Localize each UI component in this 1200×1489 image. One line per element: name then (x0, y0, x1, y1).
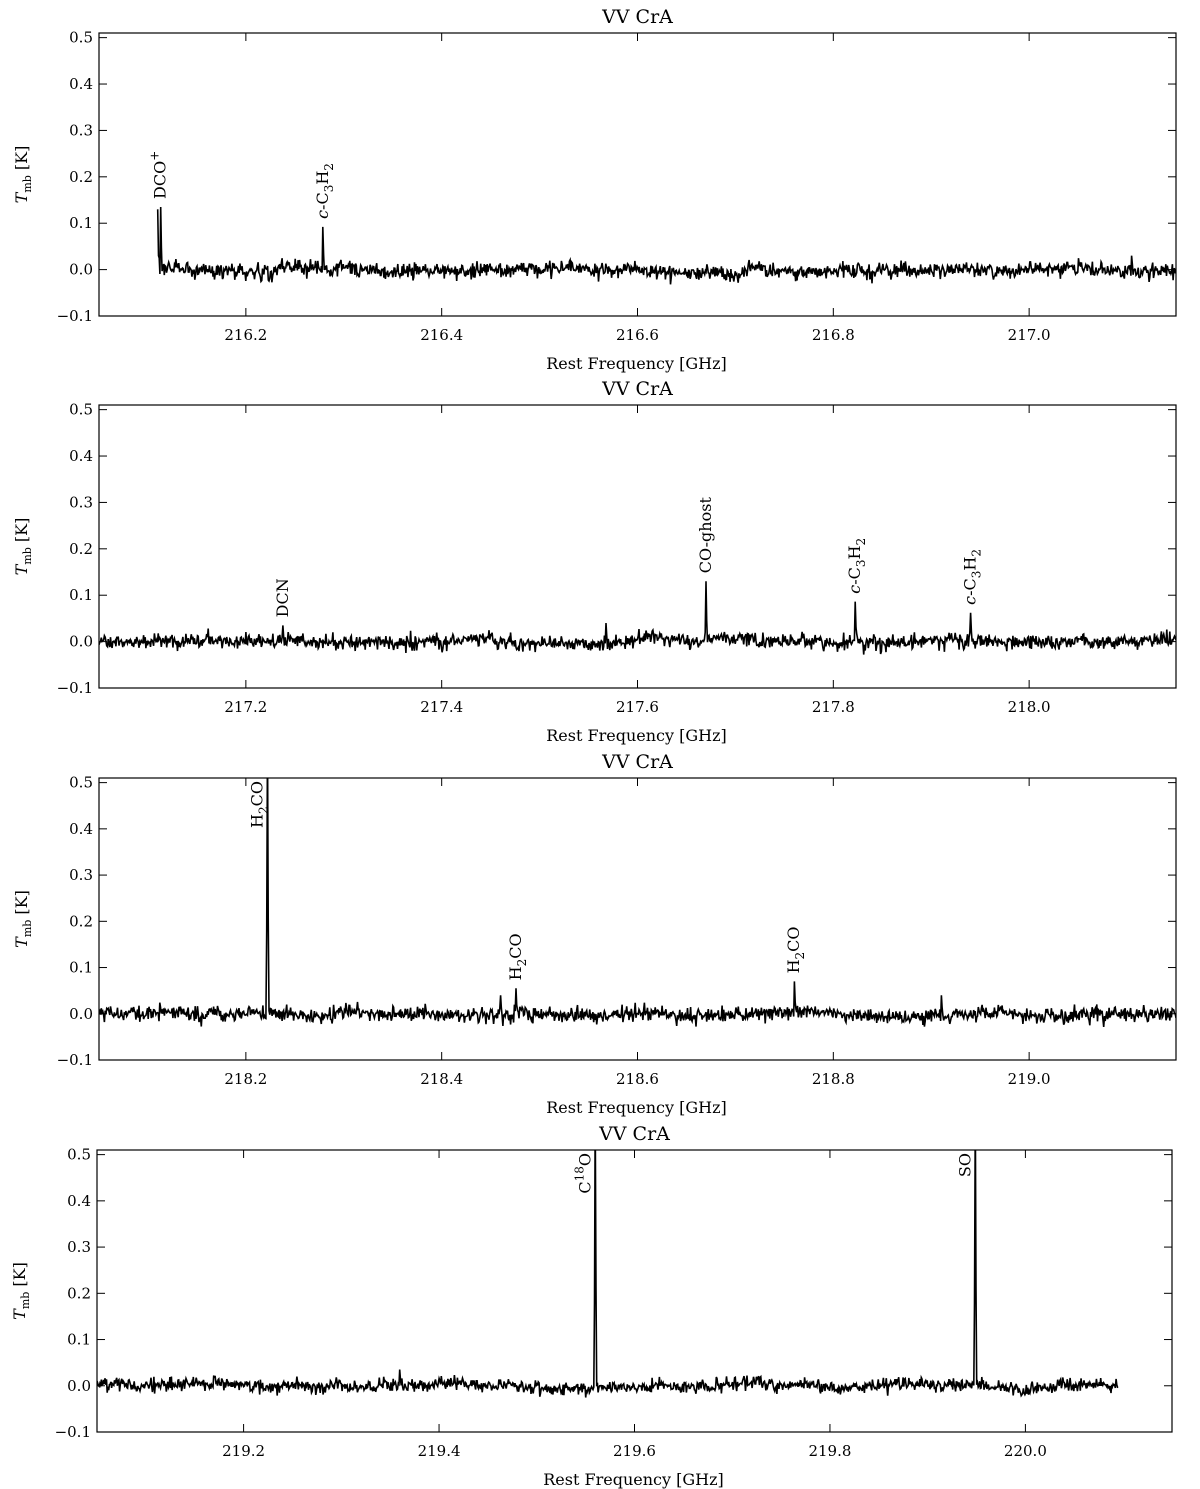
line-annotation: C18O (572, 1153, 594, 1194)
y-tick-label: −0.1 (57, 1051, 93, 1069)
y-tick-label: 0.3 (69, 866, 93, 884)
y-tick-label: −0.1 (55, 1423, 91, 1441)
x-tick-label: 217.4 (420, 698, 463, 716)
y-tick-label: 0.0 (69, 261, 93, 279)
y-tick-label: 0.5 (69, 29, 93, 47)
line-annotation: c-C3H2 (313, 163, 336, 219)
line-annotation: DCO+ (148, 151, 170, 199)
spectrum-panel-3: VV CrA −0.1 0.0 0.1 0.2 0.3 0.4 0.5 218.2 218.4 21… (12, 751, 1177, 1117)
x-tick-label: 217.0 (1008, 326, 1051, 344)
y-tick-label: 0.5 (67, 1146, 91, 1164)
y-tick-label: 0.1 (69, 586, 93, 604)
line-annotation: c-C3H2 (845, 538, 868, 594)
y-tick-label: 0.4 (69, 447, 93, 465)
x-axis-label: Rest Frequency [GHz] (543, 1470, 724, 1489)
y-tick-label: 0.4 (69, 75, 93, 93)
x-tick-label: 216.2 (224, 326, 267, 344)
spectrum-line (156, 206, 1176, 285)
x-tick-label: 219.2 (222, 1442, 265, 1460)
chart-title: VV CrA (601, 378, 673, 400)
y-axis-label: Tmb [K] (12, 146, 34, 204)
y-tick-label: 0.2 (67, 1284, 91, 1302)
x-tick-label: 219.8 (808, 1442, 851, 1460)
x-tick-label: 217.6 (616, 698, 659, 716)
y-tick-label: −0.1 (57, 307, 93, 325)
x-tick-label: 219.0 (1008, 1070, 1051, 1088)
chart-title: VV CrA (601, 6, 673, 28)
plot-frame (96, 1149, 1173, 1433)
x-tick-label: 218.0 (1008, 698, 1051, 716)
line-annotation: DCN (273, 578, 292, 617)
y-tick-label: 0.2 (69, 168, 93, 186)
x-axis-label: Rest Frequency [GHz] (546, 354, 727, 373)
line-annotation: CO-ghost (696, 497, 715, 574)
x-tick-label: 218.2 (224, 1070, 267, 1088)
y-tick-label: 0.0 (69, 1005, 93, 1023)
y-tick-label: 0.4 (67, 1192, 91, 1210)
x-tick-label: 217.8 (812, 698, 855, 716)
y-tick-label: 0.2 (69, 540, 93, 558)
y-tick-label: 0.5 (69, 401, 93, 419)
y-tick-label: 0.5 (69, 774, 93, 792)
y-tick-label: 0.1 (67, 1331, 91, 1349)
chart-title: VV CrA (601, 751, 673, 773)
x-tick-label: 216.6 (616, 326, 659, 344)
y-tick-label: 0.1 (69, 214, 93, 232)
y-tick-label: 0.3 (67, 1238, 91, 1256)
spectrum-panel-1: VV CrA −0.1 0.0 0.1 0.2 0.3 0.4 0.5 216.2 216.4 21… (12, 6, 1177, 373)
x-tick-label: 219.6 (613, 1442, 656, 1460)
y-axis-label: Tmb [K] (12, 518, 34, 576)
x-axis-label: Rest Frequency [GHz] (546, 726, 727, 745)
line-annotation: SO (956, 1153, 975, 1177)
y-tick-label: 0.2 (69, 912, 93, 930)
y-tick-label: 0.3 (69, 493, 93, 511)
y-tick-label: 0.0 (69, 633, 93, 651)
spectrum-line (99, 581, 1176, 655)
y-axis-label: Tmb [K] (10, 1262, 32, 1320)
line-annotation: c-C3H2 (960, 549, 983, 605)
x-tick-label: 218.6 (616, 1070, 659, 1088)
y-axis-label: Tmb [K] (12, 890, 34, 948)
x-tick-label: 220.0 (1004, 1442, 1047, 1460)
spectrum-panel-2: VV CrA −0.1 0.0 0.1 0.2 0.3 0.4 0.5 217.2 217.4 21… (12, 378, 1177, 745)
x-axis-label: Rest Frequency [GHz] (546, 1098, 727, 1117)
spectrum-panel-4: VV CrA −0.1 0.0 0.1 0.2 0.3 0.4 0.5 219.2 219.4 21… (10, 1123, 1173, 1489)
spectrum-line (97, 1150, 1119, 1398)
x-tick-label: 217.2 (224, 698, 267, 716)
spectrum-line (99, 778, 1176, 1027)
y-tick-label: 0.0 (67, 1377, 91, 1395)
x-tick-label: 216.4 (420, 326, 463, 344)
y-tick-label: 0.4 (69, 820, 93, 838)
line-annotation: H2CO (784, 926, 807, 973)
y-tick-label: −0.1 (57, 679, 93, 697)
x-tick-label: 219.4 (418, 1442, 461, 1460)
y-tick-label: 0.3 (69, 121, 93, 139)
x-tick-label: 218.8 (812, 1070, 855, 1088)
line-annotation: H2CO (247, 781, 270, 828)
x-tick-label: 216.8 (812, 326, 855, 344)
y-tick-label: 0.1 (69, 959, 93, 977)
chart-title: VV CrA (598, 1123, 670, 1145)
x-tick-label: 218.4 (420, 1070, 463, 1088)
line-annotation: H2CO (506, 933, 529, 980)
